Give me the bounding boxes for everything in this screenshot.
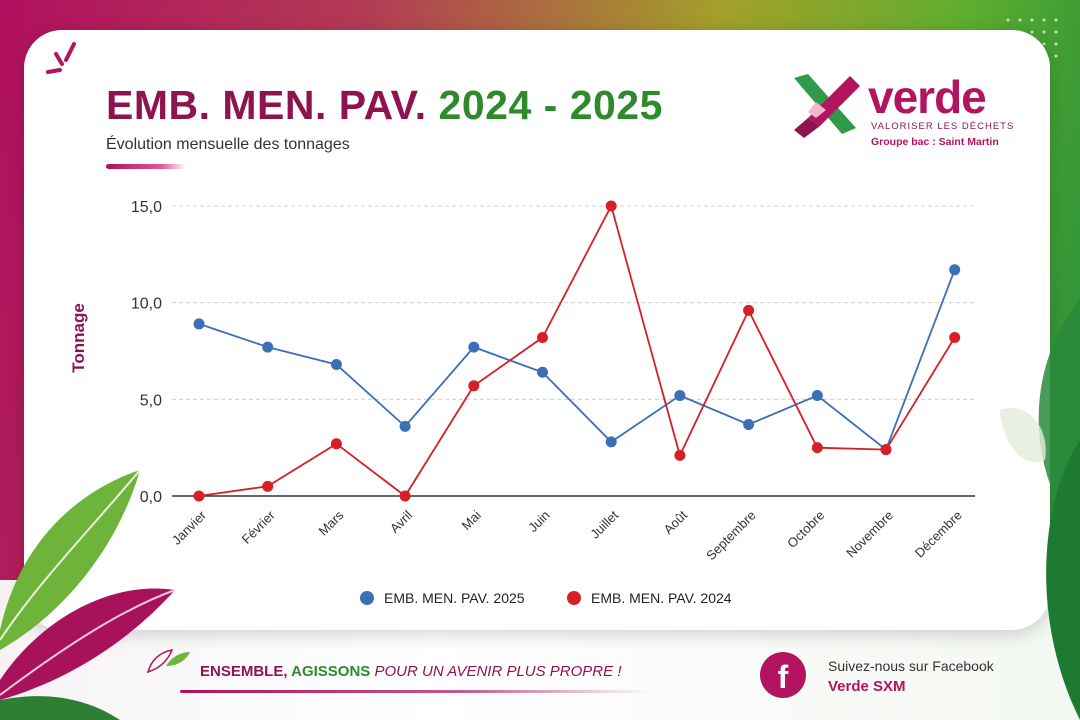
- page-title: EMB. MEN. PAV. 2024 - 2025: [106, 82, 663, 129]
- data-point: [399, 490, 411, 502]
- data-point: [880, 444, 892, 456]
- data-point: [949, 264, 961, 276]
- facebook-page-link[interactable]: Verde SXM: [828, 678, 906, 695]
- x-tick-label: Mars: [315, 507, 346, 538]
- subtitle-underline: [106, 164, 186, 169]
- verde-x-icon: [794, 74, 860, 138]
- legend-marker: [567, 591, 581, 605]
- x-tick-label: Janvier: [169, 507, 210, 548]
- brand-tagline: VALORISER LES DÉCHETS: [871, 121, 1015, 132]
- facebook-prompt: Suivez-nous sur Facebook: [828, 658, 994, 674]
- legend-label: EMB. MEN. PAV. 2025: [384, 590, 525, 606]
- y-tick-label: 15,0: [131, 199, 162, 216]
- chart-series: [193, 200, 961, 502]
- leaf-right-icon: [1000, 300, 1080, 720]
- title-years: 2024 - 2025: [438, 82, 663, 128]
- data-point: [193, 318, 205, 330]
- x-tick-label: Juillet: [587, 507, 621, 541]
- data-point: [468, 380, 480, 392]
- data-point: [743, 418, 755, 430]
- data-point: [743, 304, 755, 316]
- slogan-part1: ENSEMBLE,: [200, 663, 292, 680]
- data-point: [468, 341, 480, 353]
- footer-slogan: ENSEMBLE, AGISSONS POUR UN AVENIR PLUS P…: [200, 663, 621, 680]
- title-accent-icon: [46, 42, 76, 74]
- data-point: [811, 442, 823, 454]
- facebook-icon[interactable]: f: [760, 652, 806, 698]
- data-point: [537, 331, 548, 343]
- y-tick-label: 5,0: [140, 392, 162, 409]
- page-subtitle: Évolution mensuelle des tonnages: [106, 136, 350, 153]
- data-point: [330, 359, 342, 371]
- y-axis-label: Tonnage: [69, 303, 88, 373]
- chart-axes: 0,0 5,0 10,0 15,0 Tonnage Janvier Février Mars A…: [69, 199, 975, 563]
- x-tick-label: Décembre: [912, 508, 965, 561]
- brand-logo: verde VALORISER LES DÉCHETS Groupe bac :…: [786, 68, 1026, 158]
- title-main: EMB. MEN. PAV.: [106, 82, 427, 128]
- series-line: [198, 203, 956, 498]
- data-point: [949, 331, 961, 343]
- legend-marker: [360, 591, 374, 605]
- data-point: [262, 480, 274, 492]
- data-point: [193, 490, 205, 502]
- chart-grid: [172, 205, 975, 400]
- y-tick-label: 0,0: [140, 489, 162, 506]
- data-point: [262, 341, 274, 353]
- leaf-left-icon: [0, 469, 176, 720]
- x-tick-label: Août: [660, 507, 690, 537]
- data-point: [537, 366, 548, 378]
- data-point: [674, 389, 686, 401]
- slogan-underline: [180, 690, 650, 693]
- series-line: [198, 269, 956, 452]
- x-tick-label: Avril: [387, 507, 415, 535]
- legend-label: EMB. MEN. PAV. 2024: [591, 590, 732, 606]
- data-point: [399, 420, 411, 432]
- data-point: [605, 200, 617, 212]
- slogan-part2: AGISSONS: [291, 663, 371, 680]
- data-point: [605, 436, 617, 448]
- data-point: [811, 389, 823, 401]
- y-tick-label: 10,0: [131, 296, 162, 313]
- chart-legend: EMB. MEN. PAV. 2025 EMB. MEN. PAV. 2024: [360, 590, 732, 606]
- slogan-leaf-icon: [146, 648, 190, 674]
- slogan-part3: POUR UN AVENIR PLUS PROPRE !: [370, 663, 622, 680]
- x-tick-label: Octobre: [784, 508, 827, 551]
- x-tick-label: Septembre: [703, 508, 759, 564]
- data-point: [674, 449, 686, 461]
- x-tick-label: Mai: [458, 507, 483, 532]
- x-tick-label: Février: [239, 507, 279, 547]
- brand-name: verde: [868, 71, 987, 123]
- chart-card: [24, 30, 1050, 630]
- x-tick-label: Novembre: [843, 508, 896, 561]
- brand-group: Groupe bac : Saint Martin: [871, 136, 999, 148]
- x-tick-label: Juin: [525, 508, 552, 535]
- data-point: [330, 438, 342, 450]
